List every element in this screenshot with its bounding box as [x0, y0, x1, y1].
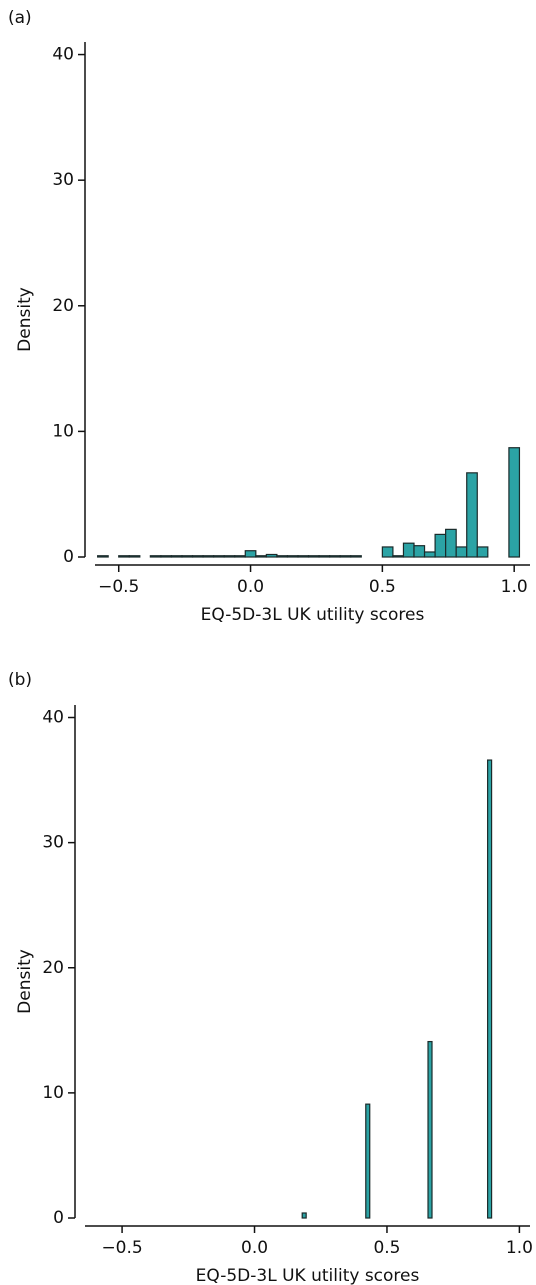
- bar: [234, 555, 246, 558]
- bar: [223, 555, 236, 558]
- y-tick-label: 10: [42, 1083, 64, 1103]
- x-tick-label: 0.0: [237, 577, 264, 597]
- bar: [97, 555, 109, 558]
- bar: [402, 542, 415, 558]
- bar: [118, 555, 130, 558]
- bar: [318, 555, 331, 558]
- bar: [455, 546, 468, 558]
- bar: [392, 555, 405, 558]
- bar: [466, 472, 478, 558]
- x-tick-label: 0.5: [373, 1238, 400, 1258]
- bar: [365, 1103, 371, 1219]
- x-tick-label: 0.5: [369, 577, 396, 597]
- bar: [265, 553, 278, 558]
- bar: [427, 1040, 433, 1219]
- bar: [487, 759, 493, 1219]
- bar: [339, 555, 352, 558]
- bar: [445, 528, 457, 558]
- y-tick-label: 30: [52, 170, 74, 190]
- bar: [413, 545, 426, 558]
- bar: [128, 555, 141, 558]
- x-axis-title: EQ-5D-3L UK utility scores: [201, 605, 425, 625]
- y-tick-label: 40: [52, 45, 74, 65]
- bar: [301, 1212, 307, 1219]
- bar: [297, 555, 310, 558]
- bar: [329, 555, 341, 558]
- bar: [202, 555, 215, 558]
- y-tick-label: 10: [52, 421, 74, 441]
- bar: [434, 533, 447, 558]
- x-tick-label: −0.5: [98, 577, 139, 597]
- bar: [286, 555, 299, 558]
- y-tick-label: 40: [42, 708, 64, 728]
- bar: [181, 555, 194, 558]
- x-tick-label: −0.5: [101, 1238, 142, 1258]
- bar: [423, 551, 436, 558]
- x-axis-title: EQ-5D-3L UK utility scores: [196, 1266, 420, 1285]
- y-tick-label: 0: [53, 1208, 64, 1228]
- bar: [213, 555, 225, 558]
- bar: [244, 550, 257, 558]
- bar: [476, 546, 489, 558]
- bar: [307, 555, 320, 558]
- x-tick-label: 1.0: [501, 577, 528, 597]
- x-tick-label: 0.0: [241, 1238, 268, 1258]
- y-tick-label: 30: [42, 833, 64, 853]
- y-axis-title: Density: [15, 949, 35, 1014]
- bar: [149, 555, 162, 558]
- bar: [381, 546, 394, 558]
- panel-label: (b): [8, 670, 32, 690]
- y-tick-label: 20: [42, 958, 64, 978]
- bar: [508, 447, 521, 558]
- panel-label: (a): [8, 8, 32, 28]
- bar: [350, 555, 362, 558]
- bar: [170, 555, 183, 558]
- y-tick-label: 20: [52, 296, 74, 316]
- bar: [160, 555, 173, 558]
- y-tick-label: 0: [63, 547, 74, 567]
- x-tick-label: 1.0: [506, 1238, 533, 1258]
- bar: [191, 555, 204, 558]
- bar: [255, 555, 267, 558]
- y-axis-title: Density: [15, 287, 35, 352]
- bar: [276, 555, 289, 558]
